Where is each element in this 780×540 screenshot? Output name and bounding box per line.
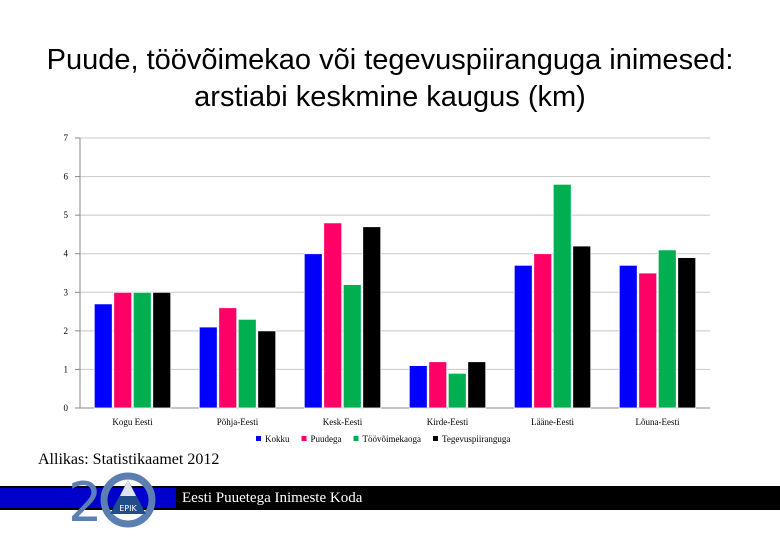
logo-ring <box>100 472 156 528</box>
bar-kokku-6 <box>618 264 638 409</box>
bar-puudega-5 <box>533 253 553 409</box>
y-tick-label: 5 <box>64 210 69 220</box>
bar-puudega-6 <box>638 272 658 409</box>
bar-tegevuspiiranguga-3 <box>362 226 382 409</box>
bar-tegevuspiiranguga-5 <box>572 245 592 409</box>
bar-kokku-3 <box>303 253 323 409</box>
bar-kokku-2 <box>198 326 218 409</box>
bar-töövõimekaoga-2 <box>237 318 257 409</box>
legend-label: Puudega <box>311 434 342 444</box>
bar-puudega-1 <box>113 291 133 409</box>
legend-label: Tegevuspiiranguga <box>442 434 510 444</box>
chart-title: Puude, töövõimekao või tegevuspiiranguga… <box>46 44 734 113</box>
bar-töövõimekaoga-3 <box>342 284 362 409</box>
y-tick-label: 7 <box>64 133 69 143</box>
logo-badge-text: EPIK <box>119 504 137 513</box>
x-category-label: Kesk-Eesti <box>323 417 363 427</box>
y-tick-label: 2 <box>64 326 69 336</box>
legend-swatch <box>432 436 438 441</box>
bar-puudega-4 <box>428 361 448 409</box>
bar-tegevuspiiranguga-6 <box>677 257 697 409</box>
bar-töövõimekaoga-4 <box>447 372 467 409</box>
y-tick-label: 3 <box>64 287 69 297</box>
y-tick-label: 0 <box>64 403 69 413</box>
bar-töövõimekaoga-6 <box>657 249 677 409</box>
logo-mountain-icon <box>110 480 146 514</box>
footer-banner <box>176 488 780 508</box>
legend-label: Töövõimekaoga <box>363 434 421 444</box>
x-category-label: Kirde-Eesti <box>427 417 469 427</box>
logo-number: 2 <box>68 471 102 528</box>
bar-tegevuspiiranguga-1 <box>152 291 172 409</box>
x-category-label: Kogu Eesti <box>112 417 153 427</box>
legend-swatch <box>256 436 261 441</box>
y-tick-label: 4 <box>64 249 69 259</box>
epik-20-logo: 2 EPIK <box>68 471 156 528</box>
bar-kokku-4 <box>408 365 428 409</box>
legend-swatch <box>301 436 307 441</box>
bar-töövõimekaoga-1 <box>132 291 152 409</box>
x-category-label: Põhja-Eesti <box>217 417 259 427</box>
bar-kokku-5 <box>513 264 533 409</box>
legend-swatch <box>353 436 359 441</box>
legend-label: Kokku <box>265 434 290 444</box>
bar-töövõimekaoga-5 <box>552 183 572 409</box>
y-tick-label: 6 <box>64 172 69 182</box>
bar-kokku-1 <box>93 303 113 409</box>
bar-puudega-3 <box>323 222 343 409</box>
bar-tegevuspiiranguga-4 <box>467 361 487 409</box>
bar-puudega-2 <box>218 307 238 409</box>
source-note: Allikas: Statistikaamet 2012 <box>38 451 220 468</box>
x-category-label: Lõuna-Eesti <box>636 417 680 427</box>
x-category-label: Lääne-Eesti <box>531 417 574 427</box>
bar-tegevuspiiranguga-2 <box>257 330 277 409</box>
bar-chart: 0 1 2 3 4 5 6 7 Kogu Eesti Põhja-Eesti Kesk-Eesti K… <box>64 133 710 444</box>
footer-org-name: Eesti Puuetega Inimeste Koda <box>182 490 363 506</box>
y-tick-label: 1 <box>64 364 69 374</box>
